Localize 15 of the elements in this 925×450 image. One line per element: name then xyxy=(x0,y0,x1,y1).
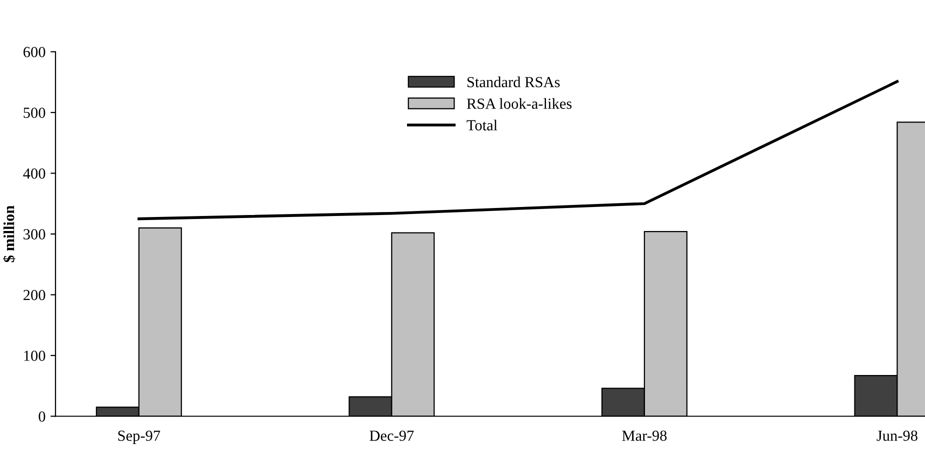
y-tick-label: 100 xyxy=(24,350,46,361)
y-axis-title: $ million xyxy=(2,206,16,262)
y-tick-label: 0 xyxy=(38,411,46,422)
x-tick-label: Sep-97 xyxy=(118,430,160,444)
x-tick-label: Jun-98 xyxy=(876,430,918,441)
y-tick-label: 400 xyxy=(23,168,46,179)
legend-label: Total xyxy=(466,120,498,130)
y-tick-label: 600 xyxy=(24,46,46,58)
x-tick-label: Mar-98 xyxy=(622,430,667,441)
y-tick-label: 500 xyxy=(24,108,46,118)
y-tick-label: 300 xyxy=(24,229,46,240)
y-tick-label: 200 xyxy=(24,290,46,300)
legend-label: Standard RSAs xyxy=(467,76,560,88)
x-tick-label: Dec-97 xyxy=(370,430,414,441)
legend-label: RSA look-a-likes xyxy=(466,98,572,109)
